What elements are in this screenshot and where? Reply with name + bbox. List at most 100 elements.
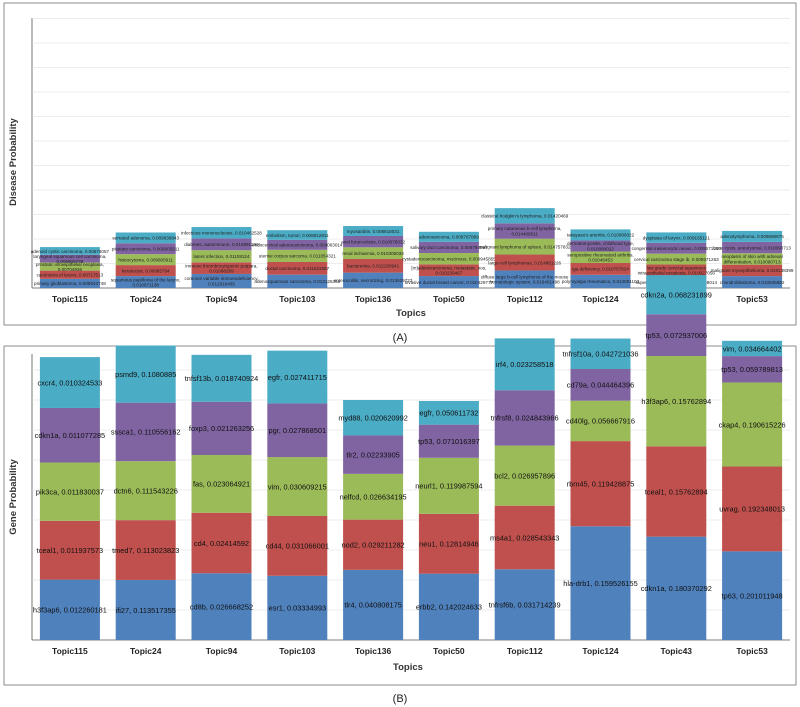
bar-segment [115, 254, 176, 266]
bar-segment [494, 223, 555, 239]
segment-label: adenosarcoma, 0.008767889 [419, 235, 479, 240]
bar-segment [343, 247, 404, 259]
bar-segment [646, 264, 707, 276]
segment-label: renal ischaemia, 0.010306034 [342, 251, 404, 256]
bar-segment [39, 462, 100, 521]
segment-label: dermatomyositis, childhood type, 0.010080… [567, 241, 634, 251]
segment-label: sssca1, 0.110556162 [111, 428, 181, 437]
bar-segment [722, 340, 783, 357]
bar-segment [39, 357, 100, 408]
segment-label: cervical carcinoma stage ib, 0.009571263 [634, 257, 719, 262]
bar-segment [191, 262, 252, 274]
bar-segment [570, 368, 631, 401]
segment-label: bcl2, 0.026957896 [494, 471, 555, 480]
bar-segment [343, 473, 404, 520]
panel-b-bars: h3f3ap6, 0.012260181 tceal1, 0.011937573 p… [33, 275, 786, 640]
bar-segment [570, 400, 631, 442]
panel-b-caption: (B) [393, 693, 408, 705]
bar-segment [722, 253, 783, 265]
segment-label: psmd9, 0.1080885 [115, 370, 176, 379]
x-tick-label: Topic50 [433, 646, 465, 656]
bar-segment [646, 253, 707, 265]
segment-label: polymyalgia rheumatica, 0.012001103 [562, 279, 640, 284]
segment-label: anal furunculosis, 0.010076032 [341, 239, 405, 244]
segment-label: large-cell lymphomas, 0.014881226 [488, 260, 561, 265]
bar-segment [722, 551, 783, 640]
x-tick-label: Topic53 [736, 294, 768, 304]
segment-label: cd44, 0.031066001 [266, 542, 329, 551]
segment-label: primary cutaneous b-cell lymphoma, 0.0144… [488, 226, 562, 236]
segment-label: rbm45, 0.119428875 [567, 479, 635, 488]
segment-label: cdkn1a, 0.180370292 [641, 584, 712, 593]
segment-label: erbb2, 0.142024633 [416, 603, 482, 612]
bar-segment [191, 273, 252, 288]
segment-label: egfr, 0.050611732 [419, 409, 478, 418]
bar-segment [39, 270, 100, 279]
segment-label: keratocyst, 0.00985794 [122, 268, 170, 273]
segment-label: nelfcd, 0.026634195 [340, 493, 407, 502]
segment-label: myosarditis, 0.008818031 [347, 229, 400, 234]
bar-segment [722, 356, 783, 383]
bar-segment [115, 243, 176, 255]
segment-label: embolism, tumor, 0.008812811 [266, 233, 329, 238]
x-tick-label: Topic136 [355, 294, 391, 304]
panel-a-caption: (A) [393, 332, 408, 344]
segment-label: ckap4, 0.190615226 [719, 420, 786, 429]
segment-label: cd4, 0.02414592 [194, 539, 249, 548]
bar-segment [570, 240, 631, 252]
bar-segment [191, 238, 252, 251]
segment-label: hla-drb1, 0.159526155 [563, 579, 637, 588]
segment-label: nod2, 0.029211282 [342, 541, 405, 550]
segment-label: cxcr4, 0.010324533 [37, 378, 102, 387]
bar-segment [191, 227, 252, 239]
bar-segment [267, 575, 328, 640]
bar-segment [267, 261, 328, 275]
segment-label: serrated adenoma, 0.009636843 [112, 236, 179, 241]
bar-segment [39, 407, 100, 463]
x-tick-label: Topic124 [582, 294, 618, 304]
x-tick-label: Topic94 [206, 646, 238, 656]
segment-label: ms4a1, 0.028543343 [490, 533, 559, 542]
segment-label: tp53, 0.059789813 [721, 365, 783, 374]
bar-segment [191, 354, 252, 402]
bar-segment [39, 247, 100, 255]
segment-label: common variable immunodeficiency, 0.01291… [185, 276, 259, 286]
panel-b-tick-labels: Topic115 Topic24 Topic94 Topic103 Topic136 To… [52, 646, 768, 656]
bar-segment [343, 226, 404, 236]
bar-segment [570, 251, 631, 264]
bar-segment [570, 263, 631, 275]
bar-segment [267, 350, 328, 404]
bar-segment [39, 254, 100, 263]
segment-label: ductal carcinoma, 0.011523387 [265, 266, 329, 271]
bar-segment [191, 401, 252, 456]
segment-label: latent infection, 0.01108124 [193, 254, 250, 259]
segment-label: tnfrsf8, 0.024843966 [491, 414, 559, 423]
segment-label: tnfrsf10a, 0.042721036 [562, 350, 638, 359]
panel-a-y-axis-title: Disease Probability [8, 117, 19, 205]
bar-segment [115, 265, 176, 277]
segment-label: takayasu's arteritis, 0.010080022 [567, 233, 635, 238]
segment-label: esr1, 0.03334993 [269, 604, 327, 613]
bar-segment [267, 403, 328, 458]
segment-label: tnfrsf6b, 0.031714239 [489, 600, 561, 609]
bar-segment [343, 235, 404, 248]
segment-label: h3f3ap6, 0.012260181 [33, 606, 107, 615]
bar-segment [722, 230, 783, 242]
segment-label: tlr4, 0.040808175 [344, 601, 402, 610]
bar-segment [39, 579, 100, 640]
bar-segment [418, 264, 479, 277]
bar-segment [343, 258, 404, 273]
segment-label: primary glioblastoma, 0.008043748 [34, 281, 106, 286]
segment-label: dysplasia of larynx, 0.009155121 [643, 235, 711, 240]
bar-segment [646, 446, 707, 537]
bar-segment [267, 457, 328, 516]
segment-label: egfr, 0.027411715 [268, 373, 327, 382]
segment-label: cd79a, 0.044464396 [567, 381, 634, 390]
segment-label: classical hodgkin's lymphoma, 0.01420469 [481, 214, 569, 219]
segment-label: malignant myoepithelioma, 0.010138399 [711, 268, 794, 273]
segment-label: immune thrombocytopenic purpura, 0.010682… [185, 263, 257, 273]
x-tick-label: Topic112 [507, 646, 543, 656]
segment-label: invasive ductal breast cancer, 0.0104297… [405, 280, 494, 285]
x-tick-label: Topic53 [736, 646, 768, 656]
